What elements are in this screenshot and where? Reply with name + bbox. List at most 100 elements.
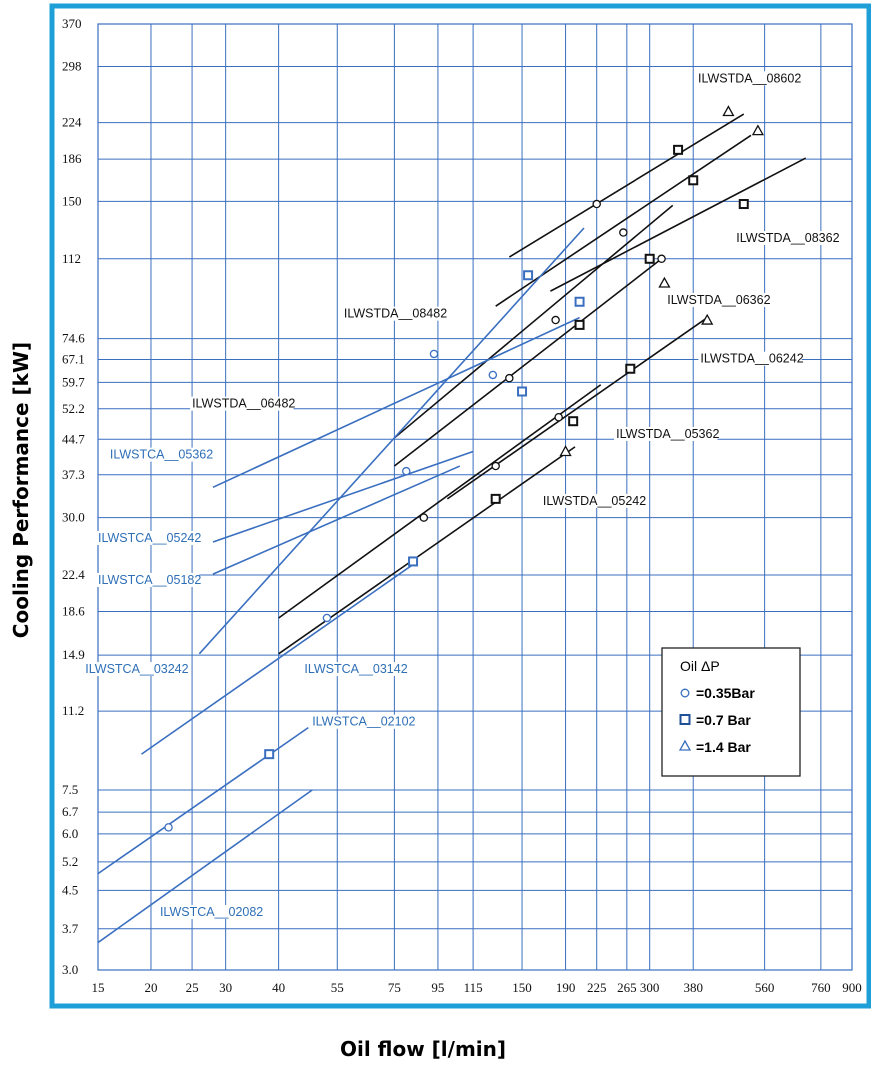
y-tick-label: 44.7 — [62, 431, 85, 446]
y-tick-label: 112 — [62, 251, 81, 266]
y-tick-label: 7.5 — [62, 782, 78, 797]
series-label: ILWSTDA__06482 — [192, 397, 295, 411]
y-tick-label: 30.0 — [62, 510, 85, 525]
point-square — [408, 556, 419, 567]
y-tick-label: 22.4 — [62, 567, 85, 582]
point-square — [574, 319, 585, 330]
y-tick-label: 52.2 — [62, 401, 85, 416]
x-tick-label: 900 — [842, 980, 862, 995]
point-square — [738, 199, 749, 210]
series-label-bg — [665, 292, 769, 307]
x-axis-title: Oil flow [l/min] — [340, 1037, 506, 1061]
series-line — [198, 227, 585, 655]
x-tick-label: 760 — [811, 980, 831, 995]
series-label: ILWSTDA__08602 — [698, 71, 801, 85]
point-square — [490, 493, 501, 504]
series-label-bg — [310, 714, 414, 729]
y-tick-label: 18.6 — [62, 604, 85, 619]
series-label: ILWSTCA__02082 — [160, 905, 263, 919]
y-tick-label: 11.2 — [62, 703, 84, 718]
x-tick-label: 300 — [640, 980, 660, 995]
series-label-bg — [302, 662, 406, 677]
series-line — [393, 258, 663, 467]
point-circle — [657, 254, 666, 264]
series-line — [212, 316, 580, 489]
y-tick-label: 298 — [62, 59, 82, 74]
series-line — [508, 113, 745, 258]
y-tick-label: 14.9 — [62, 647, 85, 662]
y-tick-label: 224 — [62, 115, 82, 130]
series-line — [97, 789, 313, 944]
legend-entry-label: =0.35Bar — [696, 685, 755, 701]
legend-circle-icon — [680, 688, 690, 698]
legend-entry-label: =1.4 Bar — [696, 739, 751, 755]
series-label-bg — [614, 426, 718, 441]
point-square — [688, 175, 699, 186]
x-tick-label: 225 — [587, 980, 607, 995]
x-tick-label: 15 — [92, 980, 105, 995]
point-square — [517, 386, 528, 397]
legend-entry-label: =0.7 Bar — [696, 712, 751, 728]
series-label-bg — [107, 447, 212, 462]
series-line — [278, 384, 602, 619]
y-tick-label: 5.2 — [62, 854, 78, 869]
x-tick-label: 115 — [464, 980, 483, 995]
x-tick-label: 20 — [144, 980, 157, 995]
point-square — [574, 296, 585, 307]
point-circle — [419, 513, 429, 522]
point-circle — [164, 823, 173, 832]
y-tick-label: 6.0 — [62, 826, 78, 841]
y-tick-label: 370 — [62, 16, 82, 31]
point-circle — [554, 412, 563, 422]
series-label-bg — [695, 71, 800, 86]
series-line — [212, 465, 461, 575]
series-label: ILWSTCA__05242 — [98, 531, 201, 545]
y-tick-label: 74.6 — [62, 331, 85, 346]
legend-box — [661, 647, 801, 777]
y-tick-label: 59.7 — [62, 374, 85, 389]
point-circle — [592, 199, 601, 209]
legend: Oil ΔP =0.35Bar =0.7 Bar =1.4 Bar — [661, 647, 801, 777]
x-tick-label: 380 — [683, 980, 703, 995]
legend-title: Oil ΔP — [680, 658, 720, 674]
point-circle — [429, 349, 439, 359]
y-tick-label: 3.0 — [62, 962, 78, 977]
series-labels: ILWSTDA__08602 ILWSTDA__08362 ILWSTDA__063… — [83, 71, 840, 919]
y-tick-label: 6.7 — [62, 804, 79, 819]
point-circle — [488, 370, 498, 380]
series-line — [393, 204, 674, 439]
point-triangle — [658, 276, 671, 288]
point-circle — [491, 461, 500, 471]
legend-square-icon — [679, 714, 691, 725]
series-label-bg — [83, 662, 187, 677]
series-label-bg — [96, 572, 200, 587]
point-circle — [402, 466, 411, 476]
series-line — [212, 450, 474, 543]
point-triangle — [701, 313, 714, 325]
point-square — [644, 253, 655, 264]
series-label-bg — [540, 493, 645, 508]
series-label: ILWSTDA__06242 — [700, 352, 803, 366]
y-tick-label: 150 — [62, 193, 82, 208]
series-label-bg — [698, 351, 802, 366]
point-triangle — [559, 445, 572, 457]
series-line — [141, 560, 418, 755]
point-square — [625, 363, 636, 374]
plot-area — [97, 23, 853, 971]
x-tick-label: 150 — [512, 980, 532, 995]
point-square — [523, 270, 534, 281]
series-label: ILWSTCA__05362 — [110, 448, 213, 462]
series-label: ILWSTCA__03242 — [85, 662, 188, 676]
y-tick-label: 37.3 — [62, 467, 85, 482]
legend-triangle-icon — [678, 739, 692, 751]
y-tick-label: 186 — [62, 151, 82, 166]
point-square — [673, 144, 684, 155]
series-label-bg — [96, 530, 200, 545]
series-label-bg — [341, 306, 446, 321]
series-label: ILWSTDA__08482 — [344, 307, 447, 321]
x-tick-label: 40 — [272, 980, 285, 995]
point-triangle — [722, 105, 735, 117]
series-label: ILWSTDA__06362 — [667, 293, 770, 307]
series-label-bg — [734, 230, 838, 245]
series-label: ILWSTDA__05362 — [616, 427, 719, 441]
